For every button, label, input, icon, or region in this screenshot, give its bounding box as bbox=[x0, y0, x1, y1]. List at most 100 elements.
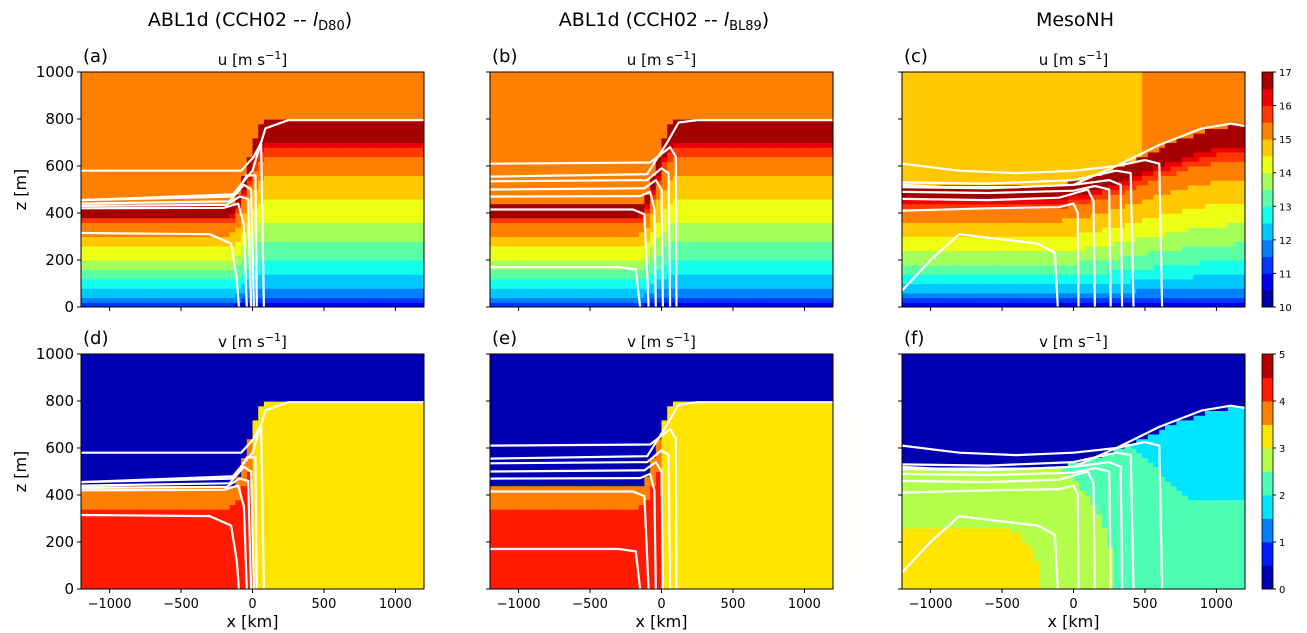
heatmap-cell bbox=[621, 236, 628, 242]
heatmap-cell bbox=[661, 194, 668, 200]
heatmap-cell bbox=[212, 241, 219, 247]
heatmap-cell bbox=[610, 123, 617, 129]
heatmap-cell bbox=[86, 222, 94, 228]
heatmap-cell bbox=[575, 274, 583, 280]
heatmap-cell bbox=[206, 222, 214, 228]
heatmap-cell bbox=[695, 90, 703, 97]
heatmap-cell bbox=[541, 147, 548, 153]
heatmap-cell bbox=[229, 109, 236, 115]
heatmap-cell bbox=[361, 104, 368, 111]
heatmap-cell bbox=[707, 72, 714, 78]
heatmap-cell bbox=[552, 166, 560, 172]
heatmap-cell bbox=[587, 198, 594, 205]
heatmap-cell bbox=[298, 166, 305, 172]
heatmap-cell bbox=[229, 227, 236, 233]
heatmap-cell bbox=[326, 76, 334, 82]
heatmap-cell bbox=[241, 208, 248, 214]
heatmap-cell bbox=[564, 260, 571, 266]
heatmap-cell bbox=[378, 283, 385, 289]
heatmap-cell bbox=[684, 90, 691, 97]
heatmap-cell bbox=[490, 175, 497, 181]
heatmap-cell bbox=[547, 227, 554, 233]
heatmap-cell bbox=[535, 100, 543, 106]
heatmap-cell bbox=[661, 119, 668, 125]
heatmap-cell bbox=[678, 222, 685, 228]
heatmap-cell bbox=[627, 189, 634, 195]
heatmap-cell bbox=[650, 208, 657, 214]
heatmap-cell bbox=[655, 123, 663, 129]
heatmap-cell bbox=[701, 86, 708, 92]
heatmap-cell bbox=[332, 156, 339, 162]
heatmap-cell bbox=[406, 241, 414, 247]
heatmap-cell bbox=[541, 198, 548, 205]
heatmap-cell bbox=[321, 72, 328, 78]
heatmap-cell bbox=[695, 114, 703, 120]
heatmap-cell bbox=[201, 142, 208, 148]
heatmap-cell bbox=[286, 274, 294, 280]
heatmap-cell bbox=[361, 147, 368, 153]
heatmap-cell bbox=[552, 142, 560, 148]
heatmap-cell bbox=[303, 86, 311, 92]
heatmap-cell bbox=[81, 137, 88, 144]
heatmap-cell bbox=[355, 119, 362, 125]
heatmap-cell bbox=[530, 170, 537, 176]
heatmap-cell bbox=[655, 222, 663, 228]
heatmap-cell bbox=[275, 119, 282, 125]
heatmap-cell bbox=[355, 189, 362, 195]
heatmap-cell bbox=[575, 260, 583, 266]
contour-line bbox=[81, 195, 253, 307]
heatmap-cell bbox=[281, 151, 288, 158]
heatmap-cell bbox=[321, 288, 328, 294]
heatmap-cell bbox=[263, 175, 271, 181]
heatmap-cell bbox=[547, 104, 554, 111]
heatmap-cell bbox=[326, 278, 334, 285]
heatmap-cell bbox=[183, 241, 191, 247]
heatmap-cell bbox=[581, 184, 588, 191]
heatmap-cell bbox=[166, 274, 174, 280]
heatmap-cell bbox=[598, 180, 605, 186]
heatmap-cell bbox=[212, 213, 219, 219]
heatmap-cell bbox=[570, 241, 577, 247]
heatmap-cell bbox=[183, 217, 191, 223]
heatmap-cell bbox=[355, 227, 362, 233]
heatmap-cell bbox=[195, 90, 202, 97]
heatmap-cell bbox=[206, 90, 214, 97]
heatmap-cell bbox=[712, 260, 720, 266]
heatmap-cell bbox=[564, 250, 571, 256]
heatmap-cell bbox=[298, 297, 305, 303]
heatmap-cell bbox=[581, 90, 588, 97]
heatmap-cell bbox=[109, 302, 116, 307]
heatmap-cell bbox=[201, 203, 208, 209]
heatmap-cell bbox=[183, 208, 191, 214]
heatmap-cell bbox=[115, 250, 122, 256]
heatmap-cell bbox=[524, 231, 531, 238]
heatmap-cell bbox=[547, 119, 554, 125]
heatmap-cell bbox=[512, 137, 520, 144]
heatmap-cell bbox=[604, 100, 611, 106]
heatmap-cell bbox=[587, 81, 594, 87]
heatmap-cell bbox=[258, 297, 265, 303]
heatmap-cell bbox=[541, 213, 548, 219]
heatmap-cell bbox=[206, 114, 214, 120]
heatmap-cell bbox=[195, 104, 202, 111]
heatmap-cell bbox=[281, 288, 288, 294]
heatmap-cell bbox=[166, 189, 174, 195]
heatmap-cell bbox=[103, 119, 111, 125]
heatmap-cell bbox=[315, 180, 322, 186]
heatmap-cell bbox=[401, 278, 408, 285]
heatmap-cell bbox=[383, 194, 391, 200]
heatmap-cell bbox=[661, 86, 668, 92]
heatmap-cell bbox=[621, 269, 628, 275]
heatmap-cell bbox=[627, 283, 634, 289]
heatmap-cell bbox=[223, 86, 231, 92]
heatmap-cell bbox=[389, 95, 397, 101]
heatmap-cell bbox=[535, 203, 543, 209]
heatmap-cell bbox=[667, 76, 674, 82]
heatmap-cell bbox=[161, 147, 168, 153]
heatmap-cell bbox=[695, 288, 703, 294]
heatmap-cell bbox=[361, 142, 368, 148]
heatmap-cell bbox=[229, 184, 236, 191]
heatmap-cell bbox=[507, 250, 514, 256]
heatmap-cell bbox=[678, 86, 685, 92]
heatmap-cell bbox=[235, 274, 242, 280]
